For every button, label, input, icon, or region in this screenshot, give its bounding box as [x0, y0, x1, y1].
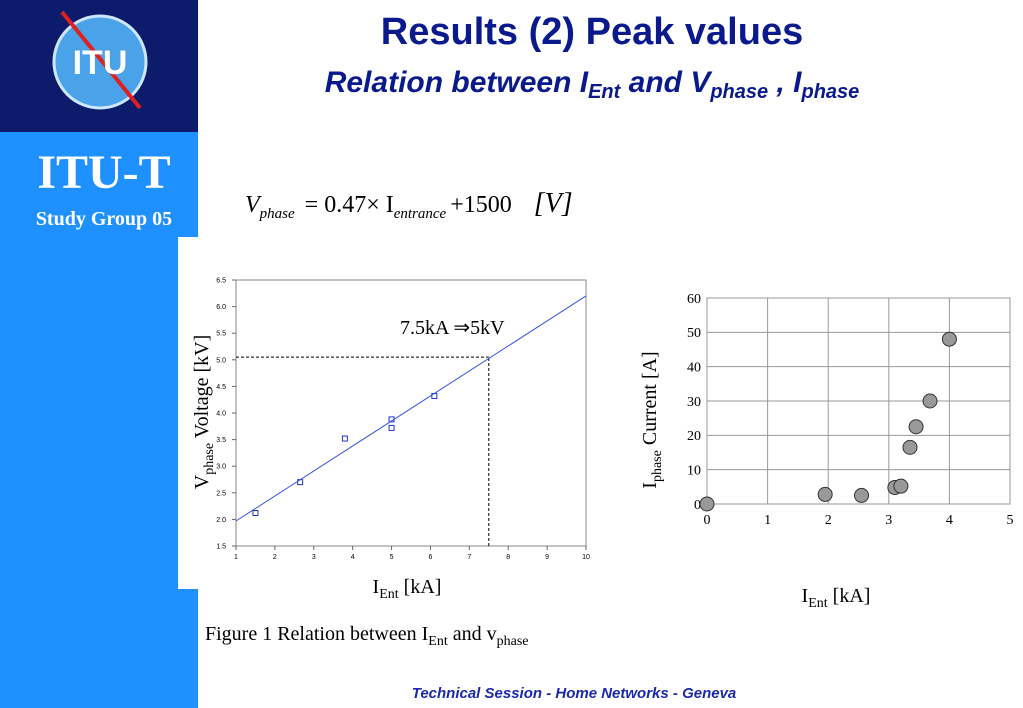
footer: Technical Session - Home Networks - Gene… [412, 685, 737, 702]
x-tick-label: 10 [582, 554, 590, 561]
data-point [854, 487, 870, 503]
text-part: Voltage [kV] [191, 335, 213, 443]
title: Results (2) Peak values [381, 11, 803, 53]
text-part: I [802, 585, 809, 607]
data-point [252, 510, 259, 517]
data-point [893, 478, 909, 494]
text-part: [kA] [399, 576, 442, 598]
subscript: entrance [394, 206, 447, 222]
x-tick-label: 5 [390, 554, 394, 561]
y-tick-label: 30 [687, 395, 701, 410]
y-tick-label: 2.5 [216, 490, 226, 497]
caption: Figure 1 Relation between IEnt and vphas… [205, 623, 529, 649]
subscript: phase [650, 450, 665, 482]
data-point [902, 439, 918, 455]
y-tick-label: 40 [687, 361, 701, 376]
text-part: = 0.47× I [305, 192, 394, 218]
x-tick-label: 3 [885, 513, 892, 528]
subscript: Ent [428, 634, 448, 649]
y-tick-label: 5.0 [216, 357, 226, 364]
y-tick-label: 6.5 [216, 277, 226, 284]
logo-text: ITU [73, 44, 128, 82]
text-part: +1500 [450, 192, 512, 218]
y-axis-title: Iphase Current [A] [639, 351, 665, 488]
y-tick-label: 4.5 [216, 384, 226, 391]
x-tick-label: 1 [234, 554, 238, 561]
y-axis-title: Vphase Voltage [kV] [191, 335, 217, 489]
subscript: Ent [808, 596, 828, 611]
fit-line [235, 295, 587, 522]
subscript: phase [202, 443, 217, 475]
data-point [922, 393, 938, 409]
y-tick-label: 3.0 [216, 464, 226, 471]
x-tick-label: 2 [825, 513, 832, 528]
text-part: and v [448, 623, 497, 645]
subscript: phase [800, 81, 859, 103]
logo-bolt [60, 10, 142, 110]
text-part: I [639, 482, 661, 489]
y-tick-label: 2.0 [216, 517, 226, 524]
equation: Vphase = 0.47× Ientrance +1500 [V] [245, 188, 573, 222]
y-tick-label: 20 [687, 429, 701, 444]
y-tick-label: 6.0 [216, 304, 226, 311]
subscript: phase [497, 634, 529, 649]
x-tick-label: 9 [545, 554, 549, 561]
subscript: Ent [588, 81, 622, 103]
subscript: phase [709, 81, 768, 103]
y-tick-label: 3.5 [216, 437, 226, 444]
text-part: I [373, 576, 380, 598]
x-axis-title: IEnt [kA] [802, 585, 871, 611]
chart-panel [178, 237, 602, 589]
x-tick-label: 5 [1007, 513, 1014, 528]
y-tick-label: 50 [687, 326, 701, 341]
y-tick-label: 0 [694, 498, 701, 513]
data-point [941, 331, 957, 347]
org-name: ITU-T [37, 146, 170, 199]
text-part: [V] [534, 188, 573, 219]
text-part: [kA] [828, 585, 871, 607]
x-tick-label: 1 [764, 513, 771, 528]
text-part: Relation between I [325, 66, 589, 99]
text-part: V [191, 474, 213, 489]
y-tick-label: 10 [687, 464, 701, 479]
x-tick-label: 7 [467, 554, 471, 561]
subscript: phase [259, 206, 295, 222]
subtitle: Relation between IEnt and Vphase , Iphas… [325, 66, 860, 103]
data-point [817, 486, 833, 502]
x-tick-label: 4 [351, 554, 355, 561]
x-axis-title: IEnt [kA] [373, 576, 442, 602]
x-tick-label: 6 [428, 554, 432, 561]
x-tick-label: 4 [946, 513, 953, 528]
data-point [699, 496, 715, 512]
annotation: 7.5kA ⇒5kV [400, 317, 505, 339]
data-point [341, 435, 348, 442]
y-tick-label: 1.5 [216, 543, 226, 550]
subscript: Ent [379, 587, 399, 602]
text-part: V [245, 192, 262, 218]
text-part: , I [768, 66, 802, 99]
y-tick-label: 5.5 [216, 331, 226, 338]
data-point [388, 424, 395, 431]
x-tick-label: 2 [273, 554, 277, 561]
y-tick-label: 4.0 [216, 410, 226, 417]
x-tick-label: 3 [312, 554, 316, 561]
group-name: Study Group 05 [36, 208, 172, 230]
y-tick-label: 60 [687, 292, 701, 307]
text-part: and V [620, 66, 713, 99]
x-tick-label: 8 [506, 554, 510, 561]
x-tick-label: 0 [704, 513, 711, 528]
text-part: Figure 1 Relation between I [205, 623, 428, 645]
text-part: Current [A] [639, 351, 661, 450]
data-point [908, 419, 924, 435]
